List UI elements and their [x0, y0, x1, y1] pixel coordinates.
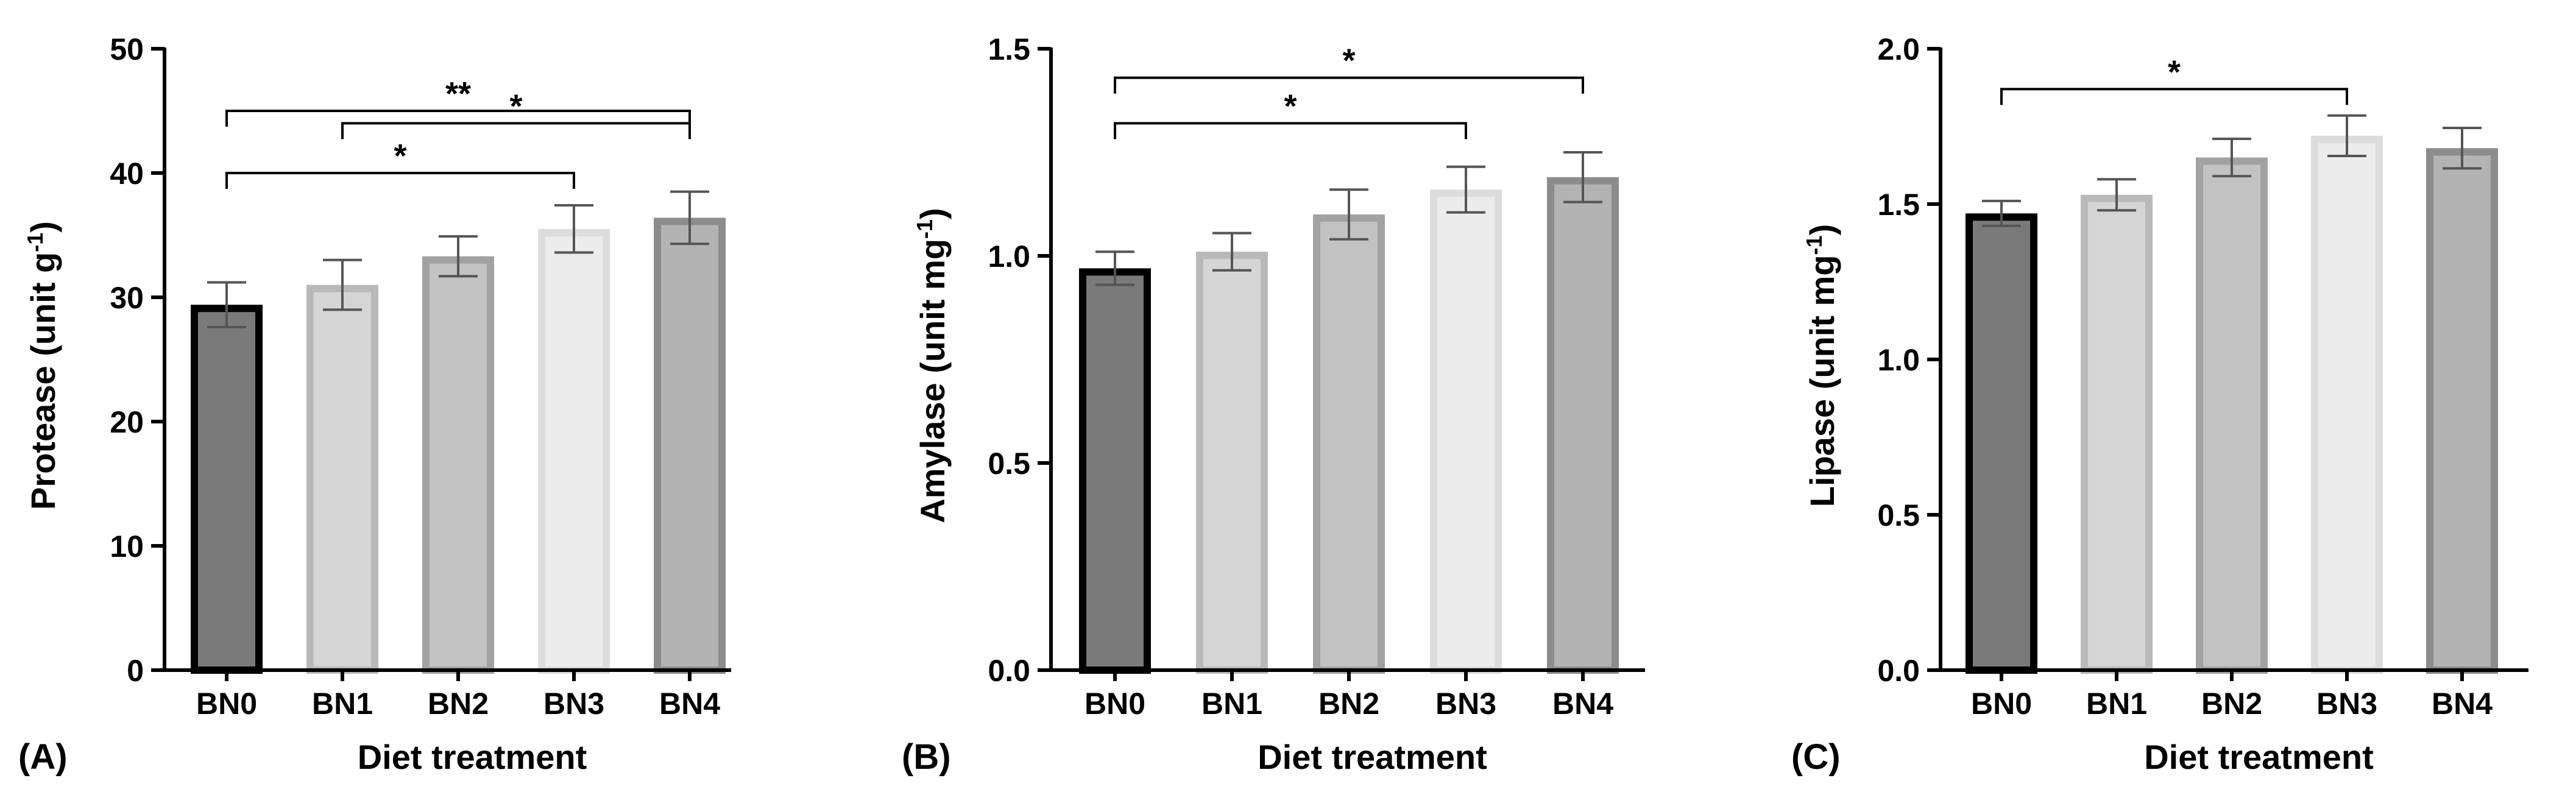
error-bar-bn1	[1212, 232, 1251, 272]
bar-bn0	[191, 305, 263, 674]
significance-bracket: *	[2000, 54, 2348, 105]
y-tick-label: 50	[110, 32, 144, 66]
error-bar-bn3	[554, 204, 593, 254]
bar-bn2	[422, 256, 494, 674]
bar-bn1	[2081, 194, 2153, 674]
error-bar-bn0	[1982, 199, 2021, 227]
bar-bn3	[1430, 189, 1502, 674]
error-bar-bn2	[439, 235, 478, 278]
y-tick-label: 0.0	[1877, 654, 1920, 688]
category-label-bn4: BN4	[2432, 687, 2493, 721]
significance-label: *	[394, 138, 406, 174]
error-bar-bn4	[1563, 151, 1602, 203]
y-tick-label: 0.5	[1877, 498, 1920, 532]
category-label-bn2: BN2	[428, 687, 489, 721]
bar-bn3	[2311, 135, 2383, 674]
y-tick-label: 1.5	[1877, 188, 1920, 222]
y-axis-title: Protease (unit g-1)	[23, 221, 62, 510]
error-bar-bn0	[207, 281, 246, 328]
category-label-bn0: BN0	[1085, 687, 1145, 721]
x-axis-title: Diet treatment	[1258, 738, 1487, 776]
error-bar-bn3	[2327, 114, 2366, 157]
y-tick-label: 30	[110, 281, 144, 315]
panel-letter: (A)	[18, 737, 68, 777]
panel-b-amylase-chart: 0.0 0.5 1.0 1.5 BN0 BN1 BN2 BN3 BN4 Diet treatmen…	[902, 32, 1645, 777]
significance-bracket: *	[225, 138, 575, 189]
error-bar-bn4	[670, 190, 709, 246]
error-bar-bn1	[323, 258, 362, 311]
category-label-bn1: BN1	[2086, 687, 2147, 721]
bar-bn0	[1966, 213, 2037, 674]
category-label-bn3: BN3	[543, 687, 604, 721]
bar-bn1	[306, 285, 378, 674]
panel-c-lipase-chart: 0.0 0.5 1.0 1.5 2.0 BN0 BN1 BN2 BN3 BN4 Diet treat…	[1791, 32, 2528, 777]
significance-label: *	[1342, 43, 1355, 79]
category-label-bn3: BN3	[2316, 687, 2377, 721]
error-bar-bn2	[2212, 137, 2251, 178]
y-tick-label: 20	[110, 405, 144, 439]
category-label-bn3: BN3	[1435, 687, 1496, 721]
category-label-bn1: BN1	[1201, 687, 1262, 721]
error-bar-bn1	[2097, 178, 2136, 212]
bar-bn2	[1313, 214, 1385, 674]
significance-bracket: *	[1114, 88, 1467, 140]
y-tick-label: 40	[110, 157, 144, 191]
x-axis-title: Diet treatment	[2144, 738, 2374, 776]
significance-bracket: *	[1114, 43, 1584, 94]
y-tick-label: 2.0	[1877, 32, 1920, 66]
significance-label: *	[2168, 54, 2181, 90]
y-tick-label: 1.0	[988, 239, 1030, 274]
significance-label: **	[445, 76, 471, 112]
y-tick-label: 1.5	[988, 32, 1030, 66]
error-bar-bn4	[2443, 127, 2482, 170]
bar-bn4	[2426, 148, 2498, 674]
y-tick-label: 0.0	[988, 654, 1030, 688]
bar-bn4	[1547, 177, 1619, 674]
category-label-bn0: BN0	[196, 687, 257, 721]
x-axis-title: Diet treatment	[358, 738, 587, 776]
significance-bracket: *	[341, 88, 691, 140]
category-label-bn1: BN1	[312, 687, 373, 721]
bar-bn0	[1079, 268, 1151, 674]
significance-label: *	[1284, 88, 1297, 124]
category-label-bn4: BN4	[1552, 687, 1613, 721]
y-tick-label: 10	[110, 529, 144, 564]
y-axis-title: Amylase (unit mg-1)	[912, 208, 952, 523]
error-bar-bn2	[1329, 188, 1368, 241]
y-axis-title: Lipase (unit mg-1)	[1802, 224, 1841, 507]
significance-bracket: **	[225, 76, 691, 127]
category-label-bn2: BN2	[2201, 687, 2262, 721]
significance-label: *	[509, 88, 522, 124]
bar-bn1	[1196, 252, 1268, 674]
bar-bn4	[654, 217, 726, 674]
y-tick-label: 0	[127, 654, 144, 688]
y-tick-label: 1.0	[1877, 343, 1920, 377]
category-label-bn4: BN4	[659, 687, 720, 721]
y-tick-label: 0.5	[988, 447, 1030, 481]
error-bar-bn3	[1446, 165, 1485, 214]
panel-letter: (C)	[1791, 737, 1841, 777]
panel-letter: (B)	[902, 737, 951, 777]
category-label-bn0: BN0	[1971, 687, 2032, 721]
bar-bn3	[538, 228, 610, 674]
bar-bn2	[2196, 157, 2268, 674]
error-bar-bn0	[1095, 250, 1134, 286]
category-label-bn2: BN2	[1318, 687, 1379, 721]
panel-a-protease-chart: 0 10 20 30 40 50 BN0 BN1 BN2 BN3 BN4 Diet treatment…	[18, 32, 731, 777]
